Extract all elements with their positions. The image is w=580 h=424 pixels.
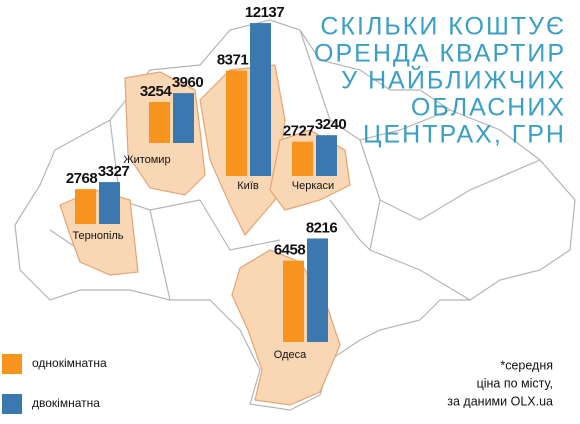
note-line: за даними OLX.ua: [447, 394, 553, 408]
bar: [250, 23, 271, 177]
value-label: 2768: [66, 170, 98, 187]
title-line: ЦЕНТРАХ, ГРН: [363, 121, 566, 149]
value-label: 8216: [306, 219, 338, 236]
bar: [316, 135, 337, 176]
legend-label: двокімнатна: [32, 396, 100, 410]
value-label: 12137: [245, 4, 284, 21]
value-label: 3327: [98, 163, 130, 180]
city-label: Житомир: [123, 154, 170, 166]
region-borders: [49, 29, 541, 301]
title: СКІЛЬКИ КОШТУЄ ОРЕНДА КВАРТИР У НАЙБЛИЖЧ…: [314, 13, 566, 149]
note-line: ціна по місту,: [477, 376, 553, 390]
bar: [307, 238, 328, 342]
value-label: 3240: [315, 116, 347, 133]
legend: однокімнатна двокімнатна: [2, 354, 107, 414]
title-line: ОБЛАСНИХ: [411, 94, 566, 122]
note: *середня ціна по місту, за даними OLX.ua: [447, 358, 553, 408]
bar: [283, 260, 304, 342]
city-label: Київ: [237, 180, 259, 192]
city-label: Черкаси: [292, 180, 334, 192]
bar: [75, 189, 96, 224]
title-line: СКІЛЬКИ КОШТУЄ: [320, 13, 566, 41]
legend-swatch: [2, 394, 22, 414]
note-line: *середня: [500, 358, 553, 372]
value-label: 2727: [283, 123, 315, 140]
value-label: 6458: [274, 242, 306, 259]
value-label: 3254: [140, 83, 173, 100]
title-line: ОРЕНДА КВАРТИР: [314, 40, 566, 68]
value-label: 3960: [172, 74, 204, 91]
city-label: Тернопіль: [72, 230, 123, 242]
bar: [226, 70, 247, 176]
legend-label: однокімнатна: [32, 356, 107, 370]
city-label: Одеса: [274, 349, 307, 361]
value-label: 8371: [217, 51, 249, 68]
bar: [292, 141, 313, 176]
legend-swatch: [2, 354, 22, 374]
bar: [173, 93, 194, 143]
bar: [99, 182, 120, 224]
title-line: У НАЙБЛИЖЧИХ: [341, 65, 566, 95]
bar: [149, 101, 170, 143]
